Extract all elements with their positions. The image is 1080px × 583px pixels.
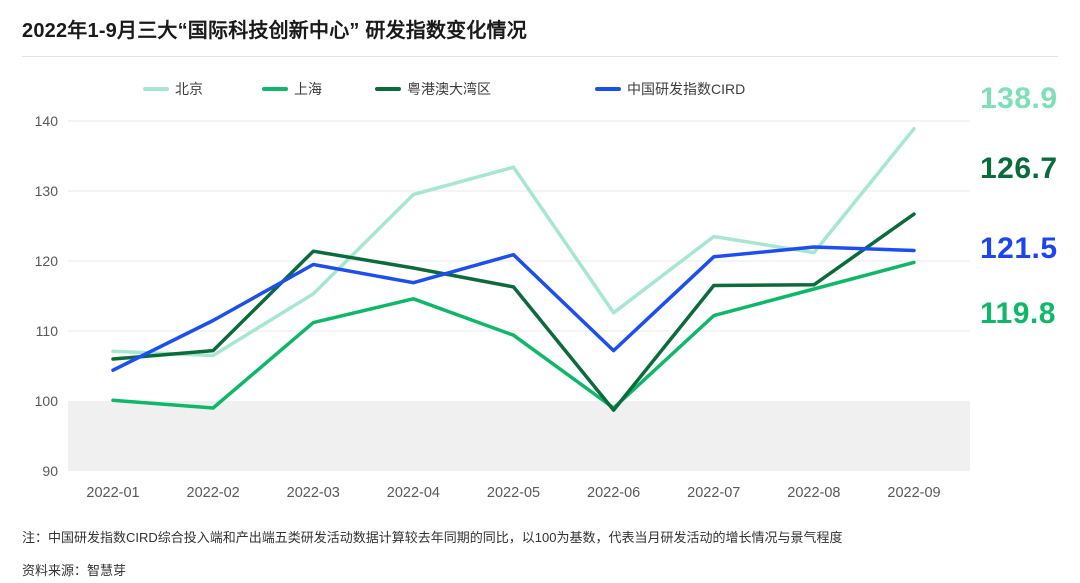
series-line-beijing	[111, 126, 916, 358]
series-end-value-shanghai: 119.8	[980, 297, 1056, 330]
legend-line-swatch-beijing	[143, 87, 169, 91]
x-tick-label: 2022-06	[587, 485, 640, 501]
data-source: 资料来源：智慧芽	[22, 563, 127, 578]
legend-item-beijing[interactable]: 北京	[143, 79, 203, 99]
x-tick-label: 2022-03	[287, 485, 340, 501]
x-tick-label: 2022-05	[487, 485, 540, 501]
legend-item-gba[interactable]: 粤港澳大湾区	[375, 79, 491, 99]
page-title: 2022年1-9月三大“国际科技创新中心” 研发指数变化情况	[22, 20, 527, 42]
x-tick-label: 2022-02	[187, 485, 240, 501]
series-end-value-gba: 126.7	[980, 152, 1058, 185]
legend-line-swatch-cird	[595, 87, 621, 91]
legend-label: 中国研发指数CIRD	[627, 81, 746, 97]
legend-label: 北京	[175, 81, 203, 97]
legend-line-swatch-gba	[375, 87, 401, 91]
x-tick-label: 2022-01	[86, 485, 139, 501]
title-divider	[22, 56, 1058, 57]
x-tick-label: 2022-09	[887, 485, 940, 501]
legend-line-swatch-shanghai	[262, 87, 288, 91]
below-baseline-band	[68, 401, 970, 471]
legend-item-cird[interactable]: 中国研发指数CIRD	[595, 79, 745, 99]
y-tick-label: 130	[35, 183, 59, 199]
series-line-shanghai	[111, 260, 916, 410]
legend-label: 上海	[294, 81, 322, 97]
header: 2022年1-9月三大“国际科技创新中心” 研发指数变化情况	[0, 0, 1080, 57]
line-chart: 140 130 120 110 100 90 2022-01 2022-02 2022-03 20…	[0, 57, 1080, 517]
series-line-gba	[111, 212, 916, 412]
y-tick-label: 140	[35, 113, 59, 129]
chart-note: 注：中国研发指数CIRD综合投入端和产出端五类研发活动数据计算较去年同期的同比，…	[22, 530, 843, 545]
series-end-value-beijing: 138.9	[980, 82, 1058, 115]
x-tick-label: 2022-04	[387, 485, 440, 501]
legend-label: 粤港澳大湾区	[407, 81, 491, 97]
y-tick-label: 120	[35, 253, 59, 269]
series-end-value-cird: 121.5	[980, 232, 1058, 265]
y-tick-label: 110	[36, 323, 59, 339]
series-line-cird	[111, 245, 916, 372]
x-tick-label: 2022-07	[687, 485, 740, 501]
y-tick-label: 100	[35, 393, 59, 409]
y-tick-label: 90	[42, 463, 58, 479]
x-tick-label: 2022-08	[787, 485, 840, 501]
plot-area: 140 130 120 110 100 90 2022-01 2022-02 2022-03 20…	[35, 113, 970, 501]
legend-item-shanghai[interactable]: 上海	[262, 79, 322, 99]
footer: 注：中国研发指数CIRD综合投入端和产出端五类研发活动数据计算较去年同期的同比，…	[0, 517, 1080, 579]
